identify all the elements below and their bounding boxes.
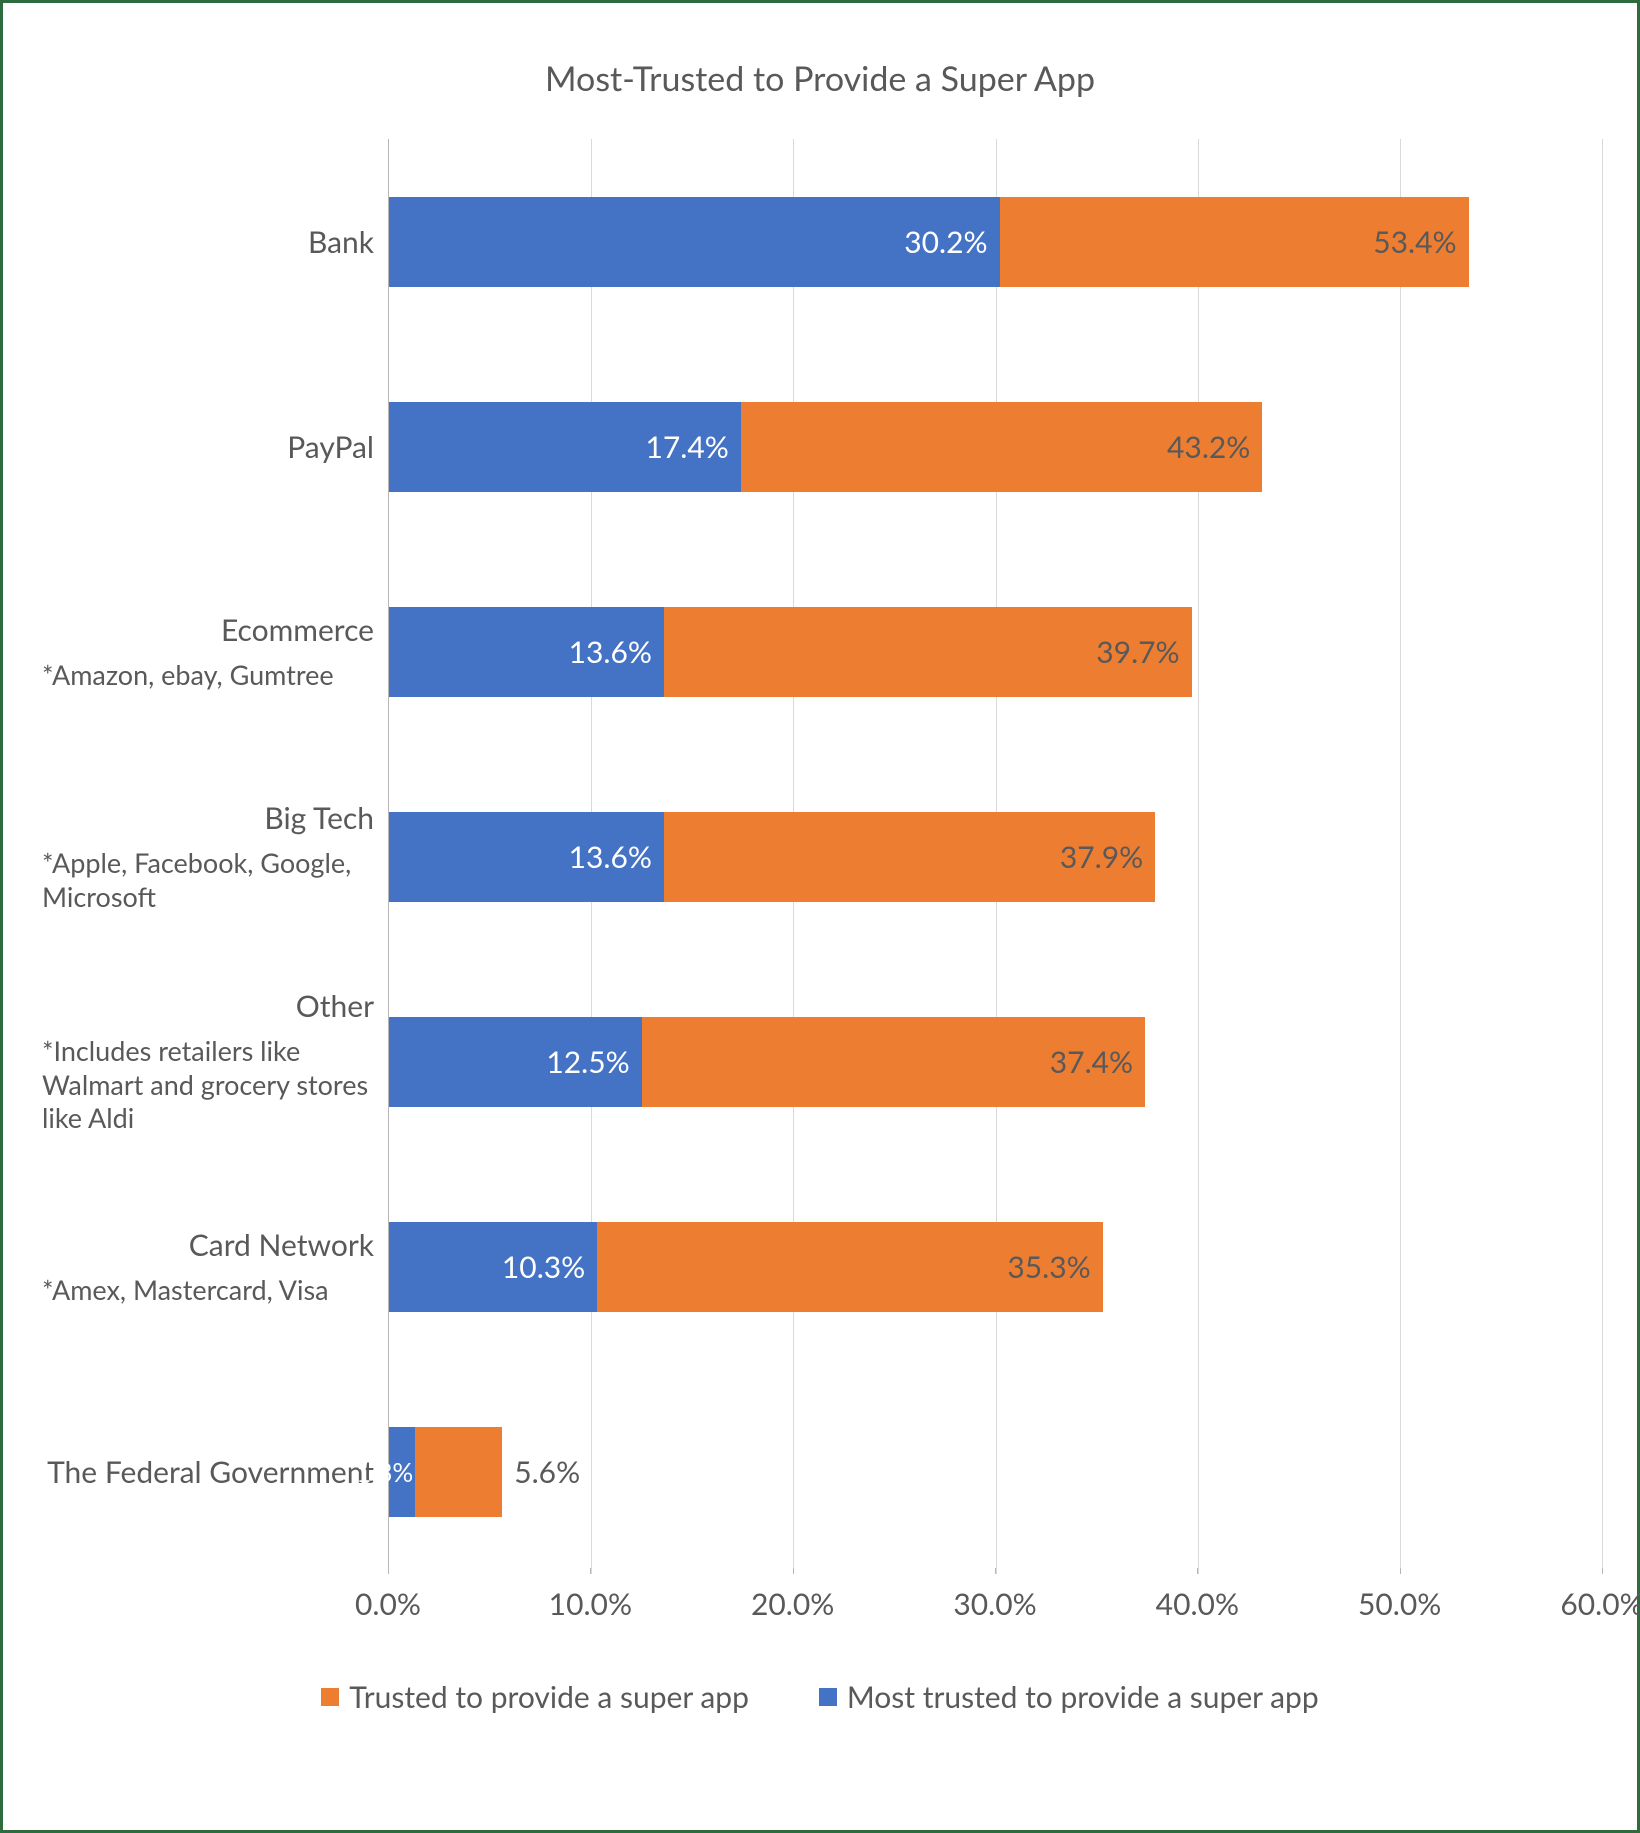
category-label: Ecommerce [38,612,374,648]
category-sublabel: *Amazon, ebay, Gumtree [38,658,374,692]
chart-row: Card Network *Amex, Mastercard, Visa 35.3%… [38,1164,1602,1369]
x-axis: 0.0%10.0%20.0%30.0%40.0%50.0%60.0% [38,1574,1602,1634]
chart-row: The Federal Government 5.6% 1.3% [38,1369,1602,1574]
chart-row: Big Tech *Apple, Facebook, Google, Micros… [38,754,1602,959]
chart-row: Bank 53.4%30.2% [38,139,1602,344]
x-tick-label: 50.0% [1358,1586,1441,1622]
row-plot: 37.9%13.6% [388,754,1602,959]
category-sublabel: *Includes retailers like Walmart and gro… [38,1034,374,1135]
category-label: Card Network [38,1227,374,1263]
category-label-cell: Card Network *Amex, Mastercard, Visa [38,1164,388,1369]
bar-most-trusted: 1.3% [389,1427,415,1517]
category-label-cell: Other *Includes retailers like Walmart an… [38,959,388,1164]
legend-swatch [321,1688,339,1706]
bar-most-trusted: 30.2% [389,197,1000,287]
x-tick-label: 0.0% [355,1586,421,1622]
category-label: PayPal [38,429,374,465]
category-label: Big Tech [38,800,374,836]
bar-trusted-label: 5.6% [502,1427,580,1517]
row-plot: 53.4%30.2% [388,139,1602,344]
bar-most-trusted: 13.6% [389,812,664,902]
x-tick-label: 40.0% [1156,1586,1239,1622]
row-plot: 39.7%13.6% [388,549,1602,754]
x-tick-label: 30.0% [953,1586,1036,1622]
bar-most-trusted: 17.4% [389,402,741,492]
row-plot: 35.3%10.3% [388,1164,1602,1369]
category-label-cell: Ecommerce *Amazon, ebay, Gumtree [38,549,388,754]
chart-legend: Trusted to provide a super app Most trust… [38,1679,1602,1715]
category-label-cell: Big Tech *Apple, Facebook, Google, Micros… [38,754,388,959]
category-label: Other [38,988,374,1024]
chart-row: Ecommerce *Amazon, ebay, Gumtree 39.7%13.6… [38,549,1602,754]
bar-most-trusted: 10.3% [389,1222,597,1312]
category-label-cell: PayPal [38,344,388,549]
category-sublabel: *Amex, Mastercard, Visa [38,1273,374,1307]
category-label: The Federal Government [38,1454,374,1490]
legend-item: Trusted to provide a super app [321,1679,749,1715]
chart-frame: Most-Trusted to Provide a Super App Bank… [0,0,1640,1833]
legend-item: Most trusted to provide a super app [819,1679,1319,1715]
legend-label: Most trusted to provide a super app [847,1679,1319,1715]
category-label-cell: The Federal Government [38,1369,388,1574]
category-label-cell: Bank [38,139,388,344]
chart-plot-area: Bank 53.4%30.2% PayPal 43.2%17.4% Ecommerce *… [38,139,1602,1574]
row-plot: 43.2%17.4% [388,344,1602,549]
legend-label: Trusted to provide a super app [349,1679,749,1715]
chart-row: PayPal 43.2%17.4% [38,344,1602,549]
category-label: Bank [38,224,374,260]
legend-swatch [819,1688,837,1706]
row-plot: 37.4%12.5% [388,959,1602,1164]
x-tick-label: 20.0% [751,1586,834,1622]
row-plot: 5.6% 1.3% [388,1369,1602,1574]
chart-row: Other *Includes retailers like Walmart an… [38,959,1602,1164]
bar-most-trusted: 13.6% [389,607,664,697]
x-tick-label: 60.0% [1560,1586,1640,1622]
x-tick-label: 10.0% [549,1586,632,1622]
category-sublabel: *Apple, Facebook, Google, Microsoft [38,846,374,914]
chart-title: Most-Trusted to Provide a Super App [38,58,1602,99]
bar-most-trusted: 12.5% [389,1017,642,1107]
